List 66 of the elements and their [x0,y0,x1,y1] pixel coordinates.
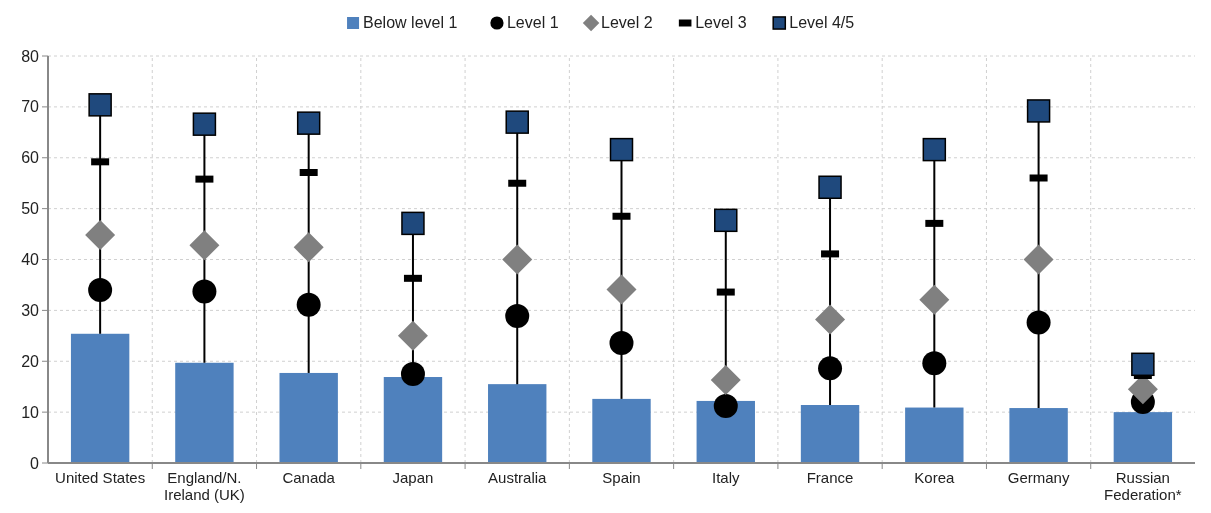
point [85,220,116,251]
point [609,330,634,355]
x-tick-label: Canada [282,469,336,486]
x-tick-label: Russian Federation* [1104,469,1182,503]
bar [1113,412,1173,463]
point [401,211,425,236]
x-tick-label: United States [55,469,146,486]
x-tick-label: Australia [488,469,548,486]
y-tick-label: 20 [21,352,40,370]
legend-label: Level 1 [506,14,559,31]
x-tick-label: Germany [1007,469,1070,486]
legend-label: Level 3 [695,14,747,31]
point [818,175,842,200]
point [296,292,321,317]
bar [800,405,860,463]
y-tick-label: 50 [21,200,40,218]
x-tick-label: Japan [392,469,434,486]
point [710,365,741,396]
point [818,356,843,381]
point [609,137,634,162]
point [505,303,530,328]
point [922,351,947,376]
point [1026,310,1051,335]
point [606,274,637,305]
legend-label: Level 2 [601,14,653,31]
x-tick-label: Italy [712,469,741,486]
x-tick-label: France [806,469,854,486]
point [1131,352,1155,377]
bar [905,407,964,463]
x-tick-label: England/N. Ireland (UK) [163,469,245,503]
x-tick-label: Spain [602,469,641,486]
point [922,137,947,162]
y-tick-label: 0 [30,454,40,472]
point [88,278,113,303]
point [815,304,846,335]
point [502,244,533,275]
y-tick-label: 30 [21,301,40,319]
point [397,320,428,351]
bar [70,333,130,463]
y-tick-label: 40 [21,251,40,269]
bar [279,372,338,463]
point [1023,244,1054,275]
bar [592,398,651,463]
point [192,279,217,304]
point [189,230,220,261]
point [88,93,112,117]
point [714,208,738,233]
legend-label: Below level 1 [363,14,458,31]
y-tick-label: 10 [21,403,40,421]
point [296,111,321,135]
bar [175,362,234,463]
bar [488,384,547,463]
point [400,361,425,386]
point [1026,99,1051,123]
legend-label: Level 4/5 [789,14,855,31]
point [192,112,217,136]
point [919,284,950,315]
bar [1009,408,1068,463]
x-tick-label: Korea [914,469,955,486]
bar [383,377,443,463]
point [505,110,529,134]
point [713,394,738,419]
y-tick-label: 60 [21,149,40,167]
y-tick-label: 70 [21,98,40,116]
y-tick-label: 80 [21,47,40,65]
point [293,232,324,263]
